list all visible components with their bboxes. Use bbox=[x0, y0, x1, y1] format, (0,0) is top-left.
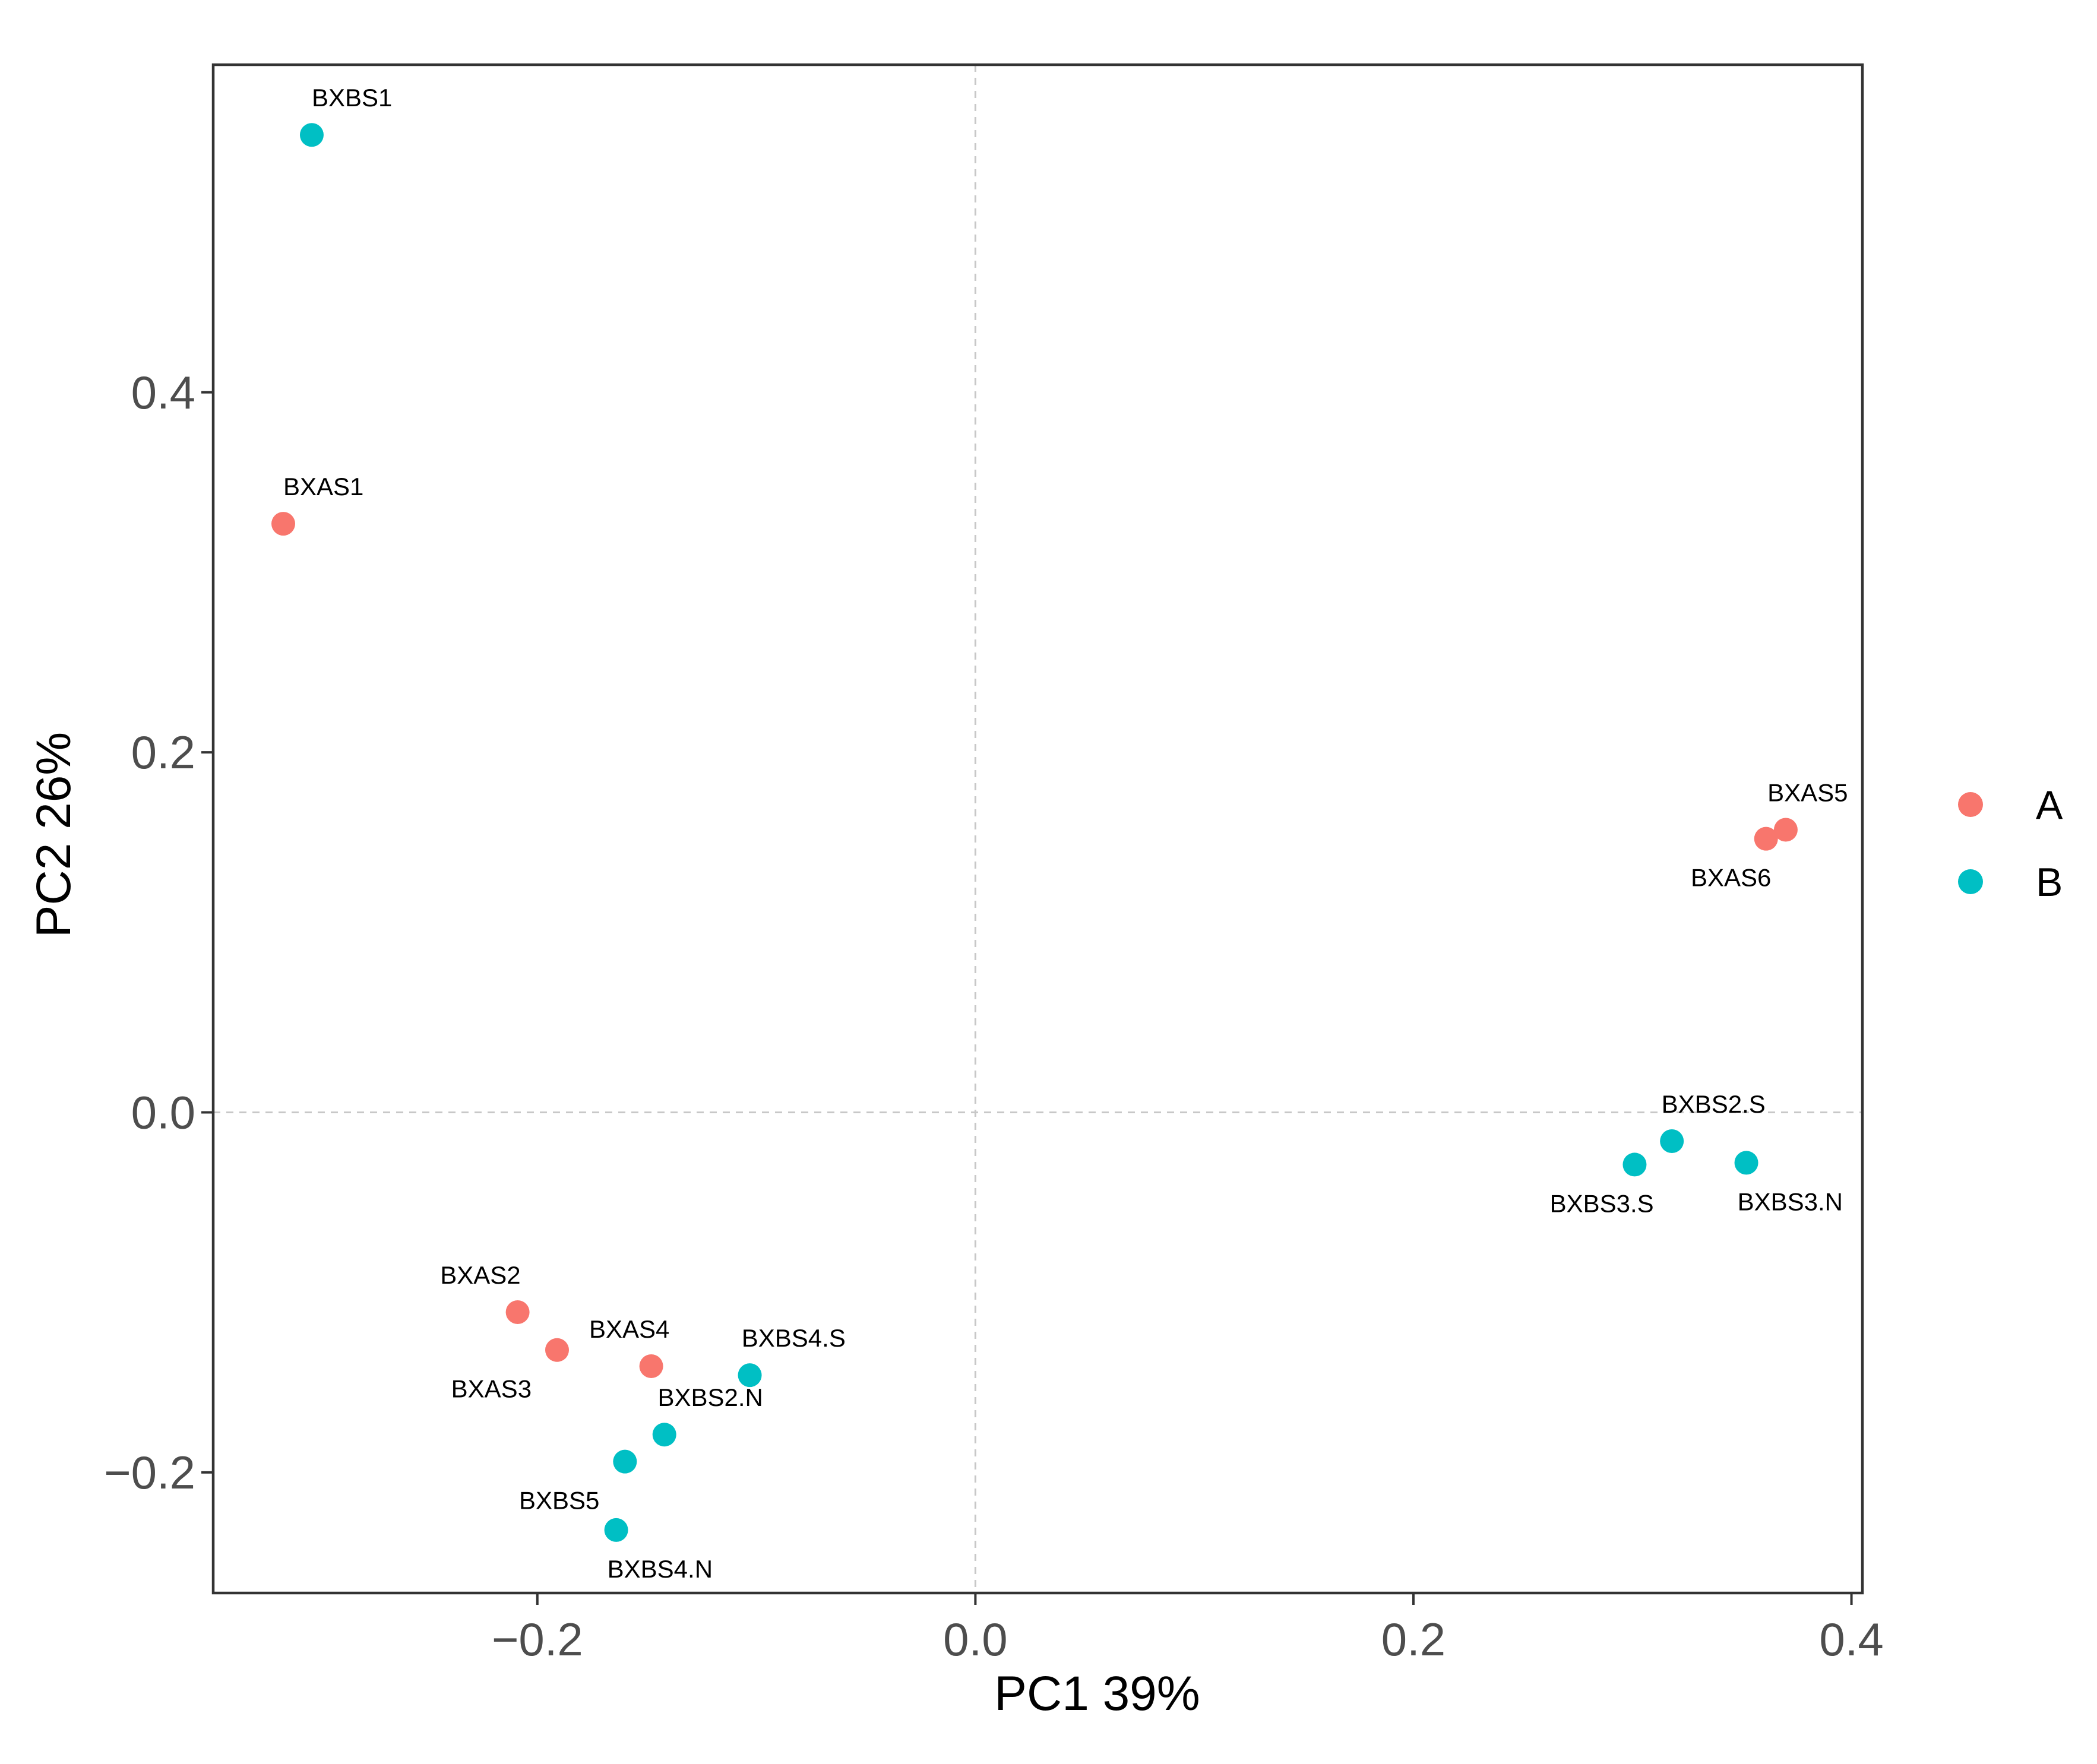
legend-key-a bbox=[1958, 792, 1983, 817]
point-bxbs1 bbox=[299, 123, 324, 147]
point-bxas4 bbox=[639, 1354, 663, 1378]
point-label: BXBS3.N bbox=[1738, 1187, 1843, 1215]
point-bxbs4-s bbox=[738, 1363, 762, 1388]
point-bxas1 bbox=[271, 512, 296, 536]
point-label: BXAS2 bbox=[440, 1261, 520, 1289]
point-label: BXBS2.S bbox=[1662, 1090, 1766, 1118]
point-bxbs3-s bbox=[1622, 1152, 1647, 1177]
point-bxbs4-n bbox=[604, 1518, 628, 1542]
point-bxbs2-s bbox=[1660, 1129, 1684, 1154]
point-label: BXBS4.N bbox=[608, 1555, 713, 1583]
point-bxbs3-n bbox=[1734, 1151, 1758, 1175]
point-bxas5 bbox=[1773, 818, 1798, 842]
point-bxbs2-n bbox=[652, 1423, 676, 1447]
point-label: BXBS5 bbox=[519, 1487, 599, 1515]
point-label: BXAS3 bbox=[451, 1375, 532, 1403]
point-bxas3 bbox=[545, 1338, 570, 1362]
legend-label: A bbox=[2036, 783, 2063, 828]
y-tick-label: −0.2 bbox=[104, 1446, 195, 1499]
point-label: BXBS3.S bbox=[1550, 1189, 1654, 1217]
y-tick-label: 0.2 bbox=[131, 726, 195, 778]
legend-label: B bbox=[2036, 860, 2063, 905]
point-bxas6 bbox=[1754, 826, 1778, 851]
x-tick-label: −0.2 bbox=[492, 1613, 583, 1665]
point-bxbs5 bbox=[613, 1449, 637, 1474]
x-tick-label: 0.4 bbox=[1819, 1613, 1883, 1665]
axis-ticks: −0.2 0.0 0.2 0.4 −0.2 0.0 0.2 0.4 bbox=[104, 366, 1884, 1665]
point-label: BXAS4 bbox=[589, 1315, 669, 1343]
legend-key-b bbox=[1958, 869, 1983, 894]
reference-lines bbox=[213, 65, 1862, 1593]
legend: AB bbox=[1958, 783, 2063, 905]
point-label: BXAS5 bbox=[1767, 779, 1848, 807]
y-tick-label: 0.4 bbox=[131, 366, 195, 419]
point-label: BXBS4.S bbox=[742, 1324, 846, 1352]
point-label: BXAS1 bbox=[283, 473, 363, 501]
point-label: BXBS2.N bbox=[657, 1383, 763, 1411]
point-label: BXAS6 bbox=[1691, 864, 1771, 892]
data-points bbox=[271, 123, 1798, 1542]
point-label: BXBS1 bbox=[312, 84, 392, 112]
y-axis-title: PC2 26% bbox=[27, 732, 81, 938]
data-point-labels: BXAS1 BXAS2 BXAS3 BXAS4 BXAS5 BXAS6 BXBS1 BXBS2… bbox=[283, 84, 1848, 1583]
y-tick-label: 0.0 bbox=[131, 1087, 195, 1139]
point-bxas2 bbox=[505, 1300, 530, 1325]
x-axis-title: PC1 39% bbox=[994, 1667, 1200, 1721]
x-tick-label: 0.2 bbox=[1381, 1613, 1446, 1665]
x-tick-label: 0.0 bbox=[943, 1613, 1007, 1665]
plot-panel-border bbox=[211, 63, 1864, 1595]
